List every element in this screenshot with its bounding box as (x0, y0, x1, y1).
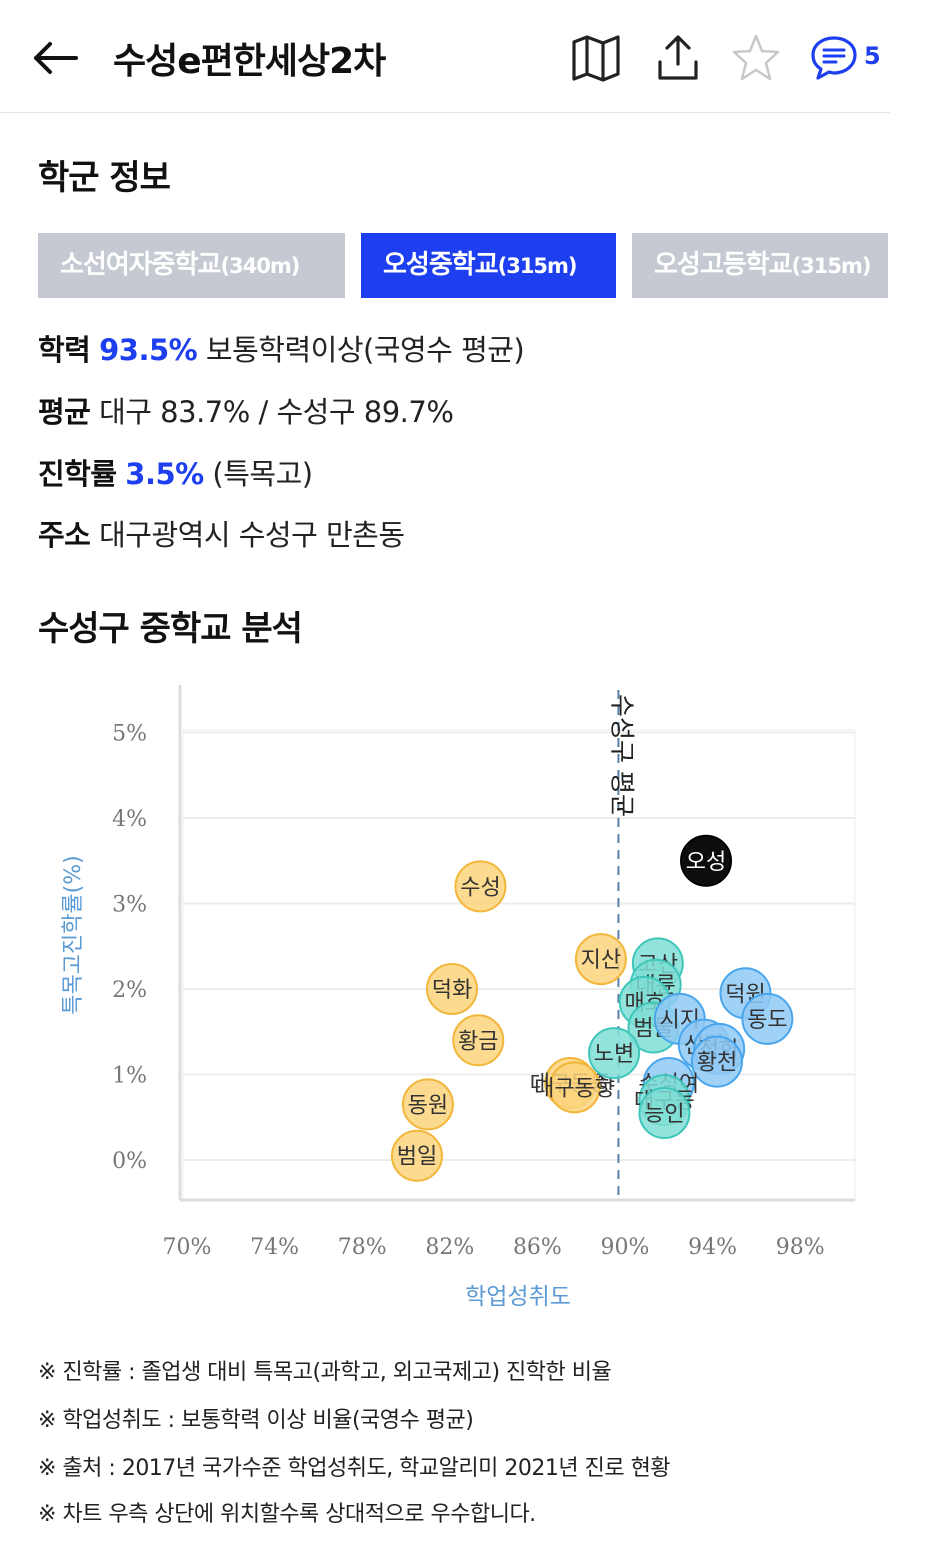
tab-school-2[interactable]: 오성중학교(315m) (361, 233, 616, 298)
scatter-chart: 0% 1% 2% 3% 4% 5% 70% 74% 78% 82% 86% 90% 94% 98% 수성구 … (61, 685, 856, 1310)
data-point (638, 1086, 691, 1139)
x-tick-label: 94% (688, 1235, 737, 1260)
x-tick-label: 90% (601, 1235, 650, 1260)
comment-icon[interactable] (808, 32, 860, 84)
average-line-label: 수성구 평균 (607, 694, 636, 817)
school-tabs: 소선여자중학교(340m) 오성중학교(315m) 오성고등학교(315m) (38, 233, 888, 298)
x-tick-label: 82% (425, 1235, 474, 1260)
x-tick-label: 78% (338, 1235, 387, 1260)
y-tick-label: 0% (112, 1149, 147, 1174)
share-icon[interactable] (652, 32, 704, 84)
data-point (741, 992, 794, 1045)
point-label: 지산 (581, 948, 621, 973)
point-label: 능인 (644, 1102, 684, 1127)
star-icon[interactable] (730, 32, 782, 84)
data-point (574, 933, 627, 986)
tab-school-1[interactable]: 소선여자중학교(340m) (38, 233, 345, 298)
data-point (401, 1078, 454, 1131)
app-header: 수성e편한세상2차 5 (0, 0, 890, 113)
point-label: 황금 (458, 1029, 498, 1054)
average-row: 평균 대구 83.7% / 수성구 89.7% (38, 395, 454, 429)
x-tick-label: 98% (776, 1235, 825, 1260)
school-info-heading: 학군 정보 (38, 158, 171, 198)
y-tick-label: 1% (112, 1064, 147, 1089)
point-label: 오성 (686, 850, 726, 875)
data-point (548, 1061, 601, 1114)
y-tick-label: 3% (112, 893, 147, 918)
point-label: 덕화 (432, 978, 472, 1003)
map-icon[interactable] (570, 32, 622, 84)
data-point (390, 1129, 443, 1182)
progress-row: 진학률 3.5% (특목고) (38, 457, 313, 491)
back-arrow-icon[interactable] (28, 30, 84, 86)
data-point (452, 1014, 505, 1067)
y-tick-label: 5% (112, 722, 147, 747)
point-label: 동원 (408, 1093, 448, 1118)
comment-count: 5 (864, 42, 881, 70)
y-tick-label: 2% (112, 978, 147, 1003)
data-point (690, 1035, 743, 1088)
point-label: 범일 (397, 1145, 437, 1170)
address-row: 주소 대구광역시 수성구 만촌동 (38, 518, 405, 552)
plot-area (182, 729, 856, 1201)
data-point (454, 860, 507, 913)
x-tick-label: 74% (250, 1235, 299, 1260)
data-point (680, 834, 733, 887)
x-axis-title: 학업성취도 (465, 1284, 571, 1310)
y-axis-title: 특목고진학률(%) (61, 855, 86, 1015)
point-label: 수성 (460, 875, 500, 900)
point-label: 대구동향 (534, 1076, 615, 1101)
note-2: ※ 학업성취도 : 보통학력 이상 비율(국영수 평균) (38, 1408, 474, 1433)
y-tick-label: 4% (112, 807, 147, 832)
tab-school-3[interactable]: 오성고등학교(315m) (632, 233, 888, 298)
point-label: 동도 (747, 1008, 787, 1033)
academic-row: 학력 93.5% 보통학력이상(국영수 평균) (38, 333, 525, 367)
page-title: 수성e편한세상2차 (113, 41, 386, 82)
data-point (425, 963, 478, 1015)
data-point (588, 1027, 641, 1080)
note-4: ※ 차트 우측 상단에 위치할수록 상대적으로 우수합니다. (38, 1502, 536, 1527)
point-label: 노변 (594, 1042, 634, 1067)
point-label: 황천 (697, 1051, 737, 1076)
chart-heading: 수성구 중학교 분석 (38, 609, 303, 649)
note-3: ※ 출처 : 2017년 국가수준 학업성취도, 학교알리미 2021년 진로 … (38, 1456, 671, 1481)
x-tick-label: 70% (163, 1235, 212, 1260)
x-tick-label: 86% (513, 1235, 562, 1260)
note-1: ※ 진학률 : 졸업생 대비 특목고(과학고, 외고국제고) 진학한 비율 (38, 1360, 612, 1385)
